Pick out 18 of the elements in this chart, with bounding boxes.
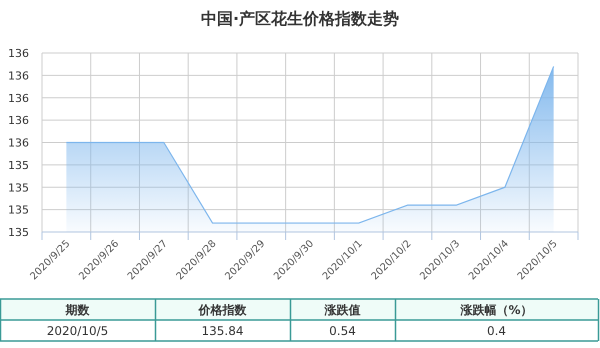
- y-tick-label: 135: [8, 204, 29, 217]
- y-tick-label: 136: [8, 114, 29, 128]
- text: 涨跌值: [324, 303, 360, 317]
- y-tick-label: 136: [8, 47, 29, 60]
- y-tick-label: 136: [8, 92, 29, 105]
- y-tick-label: 135: [8, 226, 29, 239]
- y-tick-label: 135: [8, 181, 29, 194]
- text: 价格指数: [198, 303, 248, 317]
- y-tick-label: 135: [8, 158, 29, 172]
- text: 2020/10/5: [46, 324, 108, 338]
- y-tick-label: 136: [8, 136, 29, 150]
- text: 0.54: [329, 324, 356, 338]
- text: 135.84: [202, 324, 244, 338]
- text: 期数: [64, 303, 90, 317]
- text: 涨跌幅（%）: [459, 303, 533, 317]
- chart-title: 中国·产区花生价格指数走势: [200, 9, 400, 28]
- y-tick-label: 136: [8, 69, 29, 82]
- text: 0.4: [486, 324, 506, 338]
